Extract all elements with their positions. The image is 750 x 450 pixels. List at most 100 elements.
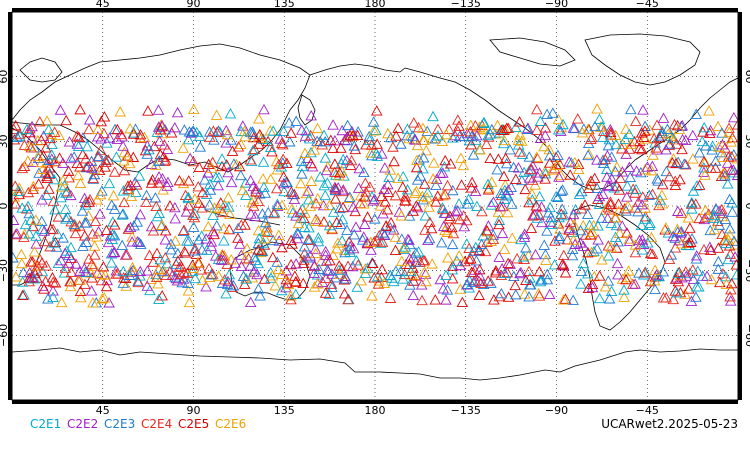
occultation-marker	[639, 267, 651, 278]
occultation-marker	[41, 115, 53, 126]
occultation-marker	[401, 123, 414, 134]
lon-tick-label-bottom: 45	[96, 404, 110, 417]
occultation-marker	[701, 211, 714, 222]
occultation-marker	[726, 206, 738, 217]
occultation-marker	[370, 124, 382, 135]
occultation-marker	[639, 213, 651, 224]
occultation-marker	[639, 120, 651, 131]
occultation-marker	[568, 122, 581, 134]
occultation-marker	[719, 170, 731, 181]
occultation-marker	[128, 265, 140, 277]
occultation-marker	[437, 189, 450, 201]
occultation-marker	[726, 132, 738, 143]
occultation-marker	[228, 158, 240, 169]
occultation-marker	[252, 195, 265, 207]
occultation-marker	[71, 130, 83, 141]
occultation-marker	[249, 210, 261, 222]
occultation-marker	[365, 244, 377, 255]
occultation-marker	[91, 231, 103, 242]
occultation-marker	[250, 186, 262, 197]
occultation-marker	[16, 276, 29, 287]
occultation-marker	[25, 141, 37, 153]
occultation-marker	[95, 274, 108, 286]
occultation-marker	[160, 269, 173, 281]
occultation-marker	[602, 240, 615, 251]
occultation-marker	[494, 187, 507, 199]
occultation-marker	[465, 266, 478, 277]
occultation-marker	[49, 277, 62, 288]
occultation-marker	[548, 259, 561, 270]
occultation-marker	[411, 139, 424, 151]
occultation-marker	[693, 179, 706, 190]
occultation-marker	[586, 278, 599, 289]
occultation-marker	[721, 157, 734, 168]
occultation-marker	[401, 184, 414, 195]
occultation-marker	[298, 241, 311, 252]
occultation-marker	[256, 245, 269, 257]
occultation-marker	[612, 205, 625, 217]
occultation-marker	[15, 248, 28, 259]
occultation-marker	[690, 291, 702, 302]
occultation-marker	[285, 293, 297, 305]
occultation-marker	[440, 269, 452, 280]
occultation-marker	[614, 172, 627, 184]
scandinavia-coast	[19, 57, 63, 83]
occultation-marker	[193, 161, 205, 173]
occultation-marker	[583, 148, 595, 159]
occultation-marker	[643, 189, 656, 200]
occultation-marker	[541, 273, 554, 285]
occultation-marker	[96, 293, 108, 304]
occultation-marker	[177, 177, 190, 189]
occultation-marker	[630, 115, 642, 126]
occultation-marker	[296, 168, 308, 179]
occultation-marker	[12, 214, 20, 225]
occultation-marker	[661, 123, 674, 134]
occultation-marker	[36, 194, 48, 205]
occultation-marker	[329, 135, 341, 146]
occultation-marker	[645, 231, 658, 243]
occultation-marker	[563, 224, 575, 235]
occultation-marker	[286, 188, 299, 199]
occultation-marker	[55, 181, 68, 192]
occultation-marker	[665, 249, 678, 260]
occultation-marker	[31, 272, 43, 283]
occultation-marker	[141, 280, 154, 291]
occultation-marker	[83, 114, 96, 125]
occultation-marker	[713, 205, 725, 216]
occultation-marker	[297, 257, 310, 268]
occultation-marker	[533, 190, 546, 202]
occultation-marker	[620, 205, 632, 216]
occultation-marker	[523, 265, 535, 276]
occultation-marker	[318, 216, 330, 227]
occultation-marker	[68, 151, 80, 162]
occultation-marker	[107, 216, 119, 227]
occultation-marker	[719, 234, 732, 245]
occultation-marker	[703, 105, 715, 116]
occultation-marker	[208, 228, 220, 240]
occultation-marker	[271, 200, 284, 211]
occultation-marker	[475, 277, 487, 288]
occultation-marker	[267, 125, 280, 136]
occultation-marker	[32, 178, 45, 189]
occultation-marker	[663, 253, 676, 265]
occultation-marker	[12, 180, 21, 191]
occultation-marker	[455, 152, 467, 163]
occultation-marker	[247, 128, 260, 139]
occultation-marker	[404, 279, 416, 290]
occultation-marker	[431, 190, 444, 201]
occultation-marker	[244, 174, 257, 186]
occultation-marker	[272, 263, 285, 275]
graticule	[12, 12, 738, 400]
occultation-marker	[324, 254, 336, 266]
occultation-marker	[59, 203, 72, 214]
occultation-marker	[165, 238, 177, 249]
occultation-marker	[556, 184, 569, 195]
occultation-marker	[204, 131, 216, 142]
occultation-marker	[523, 165, 535, 176]
occultation-marker	[378, 229, 391, 240]
occultation-marker	[567, 234, 580, 245]
occultation-marker	[687, 129, 699, 141]
occultation-marker	[716, 207, 729, 219]
occultation-marker	[205, 240, 218, 252]
occultation-marker	[143, 143, 155, 155]
